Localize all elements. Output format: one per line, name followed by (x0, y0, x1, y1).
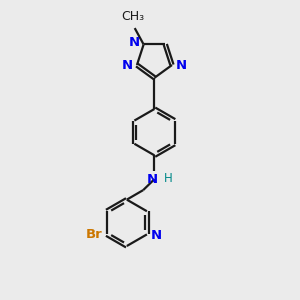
Text: N: N (151, 230, 162, 242)
Text: N: N (146, 173, 158, 186)
Text: Br: Br (86, 228, 103, 241)
Text: H: H (164, 172, 173, 185)
Text: N: N (129, 37, 140, 50)
Text: N: N (122, 58, 133, 71)
Text: CH₃: CH₃ (121, 10, 144, 23)
Text: N: N (176, 58, 187, 71)
